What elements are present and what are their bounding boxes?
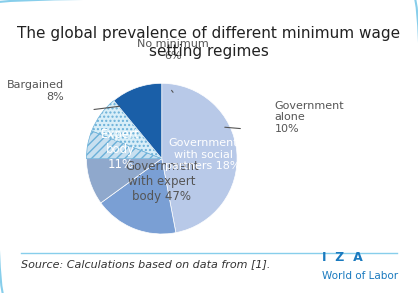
Text: Source: Calculations based on data from [1].: Source: Calculations based on data from …	[21, 260, 270, 270]
Text: I  Z  A: I Z A	[322, 251, 362, 264]
Text: No minimum
6%: No minimum 6%	[137, 39, 209, 61]
Text: World of Labor: World of Labor	[322, 271, 398, 281]
Wedge shape	[87, 131, 162, 159]
Text: Government
alone
10%: Government alone 10%	[275, 100, 344, 134]
Wedge shape	[101, 159, 176, 234]
Text: Expert
body
11%: Expert body 11%	[101, 128, 140, 171]
Wedge shape	[87, 159, 162, 203]
Text: Government
with social
partners 18%: Government with social partners 18%	[166, 138, 241, 171]
Wedge shape	[114, 83, 162, 159]
Text: The global prevalence of different minimum wage
setting regimes: The global prevalence of different minim…	[18, 26, 400, 59]
Text: Bargained
8%: Bargained 8%	[7, 80, 64, 102]
Wedge shape	[162, 83, 237, 233]
Wedge shape	[92, 100, 162, 159]
Text: Government
with expert
body 47%: Government with expert body 47%	[125, 160, 199, 203]
